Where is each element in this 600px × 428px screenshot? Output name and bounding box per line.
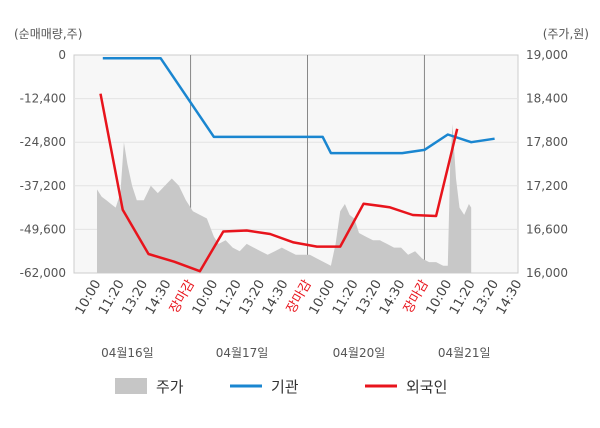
grid-lines [74,55,518,273]
legend-price-swatch [115,378,147,394]
right-tick-label: 16,600 [526,222,568,236]
plot-area [73,54,519,274]
left-axis-unit: (순매매량,주) [14,27,82,41]
right-tick-label: 17,800 [526,135,568,149]
right-axis-unit: (주가,원) [543,27,589,41]
left-tick-label: -37,200 [20,179,66,193]
date-labels: 04월16일 04월17일 04월20일 04월21일 [101,346,490,360]
left-tick-label: -49,600 [20,222,66,236]
left-tick-label: -62,000 [20,266,66,280]
date-label: 04월16일 [101,346,154,360]
left-tick-label: -12,400 [20,92,66,106]
x-axis: 10:0011:2013:2014:30장마감10:0011:2013:2014… [73,277,526,317]
foreign-line [99,93,459,273]
right-tick-label: 17,200 [526,179,568,193]
legend: 주가 기관 외국인 [115,378,447,396]
right-tick-label: 16,000 [526,266,568,280]
left-tick-label: 0 [58,48,66,62]
right-tick-label: 19,000 [526,48,568,62]
price-area [97,124,472,273]
price-area-layer [97,124,472,273]
legend-institution-label: 기관 [271,378,299,396]
legend-price-label: 주가 [156,378,184,396]
foreign-line-layer [99,93,459,273]
left-axis: 0 -12,400 -24,800 -37,200 -49,600 -62,000 [20,48,66,280]
institution-line [102,56,495,155]
left-tick-label: -24,800 [20,135,66,149]
legend-foreign-label: 외국인 [406,378,447,396]
right-axis: 19,000 18,400 17,800 17,200 16,600 16,000 [526,48,568,280]
date-label: 04월20일 [333,346,386,360]
right-tick-label: 18,400 [526,92,568,106]
institution-line-layer [102,56,495,155]
date-label: 04월17일 [216,346,269,360]
date-label: 04월21일 [438,346,491,360]
